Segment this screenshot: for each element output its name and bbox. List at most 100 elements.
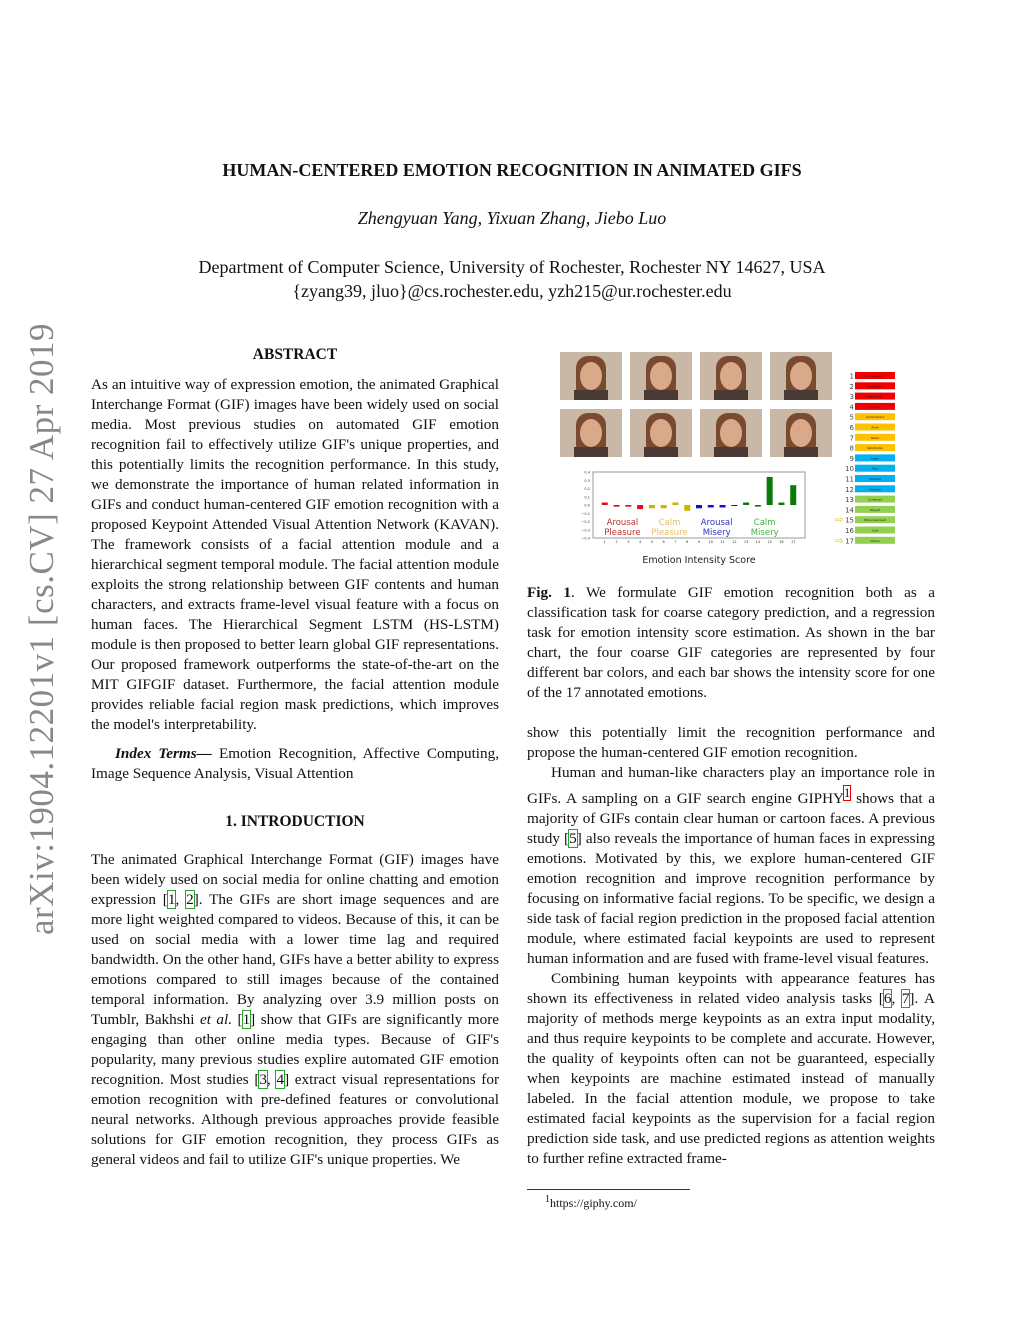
emotion-number: 11 xyxy=(845,476,854,484)
emotion-number: 8 xyxy=(850,445,854,453)
gif-frame-shirt xyxy=(644,447,678,457)
group-label: Arousal xyxy=(607,518,639,528)
citation-link[interactable]: 3 xyxy=(258,1070,268,1089)
figure-1: 0.40.30.20.10.0−0.1−0.2−0.3−0.41 2 3 4 5 6 7 8 9… xyxy=(560,352,895,566)
abstract-heading: ABSTRACT xyxy=(252,346,338,363)
intro-paragraph-3: Human and human-like characters play an … xyxy=(527,764,935,968)
emotion-swatch xyxy=(855,382,895,390)
x-tick-label: 16 xyxy=(779,540,783,544)
emotion-label: Pride xyxy=(871,426,878,430)
gif-frame-face xyxy=(650,362,672,390)
emotion-swatch xyxy=(855,505,895,513)
bar xyxy=(731,505,738,506)
bar xyxy=(672,502,679,505)
footnote-link[interactable]: 1 xyxy=(842,785,852,801)
gif-frame-face xyxy=(790,362,812,390)
group-label: Pleasure xyxy=(651,528,687,538)
emotion-number: 2 xyxy=(850,383,854,391)
group-label: Misery xyxy=(751,528,779,538)
emotion-label: Embarrassment xyxy=(864,518,887,522)
citation-link[interactable]: 1 xyxy=(241,1010,252,1029)
gif-frame-face xyxy=(650,419,672,447)
x-tick-label: 4 xyxy=(639,540,642,544)
affiliation-block: Department of Computer Science, Universi… xyxy=(0,255,1024,303)
emotion-number: 13 xyxy=(845,496,854,504)
bar xyxy=(660,505,667,509)
emotion-swatch xyxy=(855,402,895,410)
emotion-number: 1 xyxy=(850,373,854,381)
emotion-number: 15 xyxy=(845,517,854,525)
y-tick-label: −0.1 xyxy=(582,512,591,516)
y-tick-label: 0.4 xyxy=(584,471,590,475)
footnote-url[interactable]: https://giphy.com/ xyxy=(550,1196,637,1210)
emotion-swatch xyxy=(855,454,895,462)
index-terms: Index Terms— Emotion Recognition, Affect… xyxy=(91,744,499,784)
intro-paragraph-2: show this potentially limit the recognit… xyxy=(527,724,935,761)
footnote: 1https://giphy.com/ xyxy=(545,1194,637,1210)
right-column: Fig. 1. We formulate GIF emotion recogni… xyxy=(527,583,935,1169)
emotion-number: 3 xyxy=(850,393,854,401)
footnote-rule xyxy=(527,1189,690,1190)
left-column: ABSTRACT As an intuitive way of expressi… xyxy=(91,345,499,1170)
emotion-label: Satisfaction xyxy=(867,446,884,450)
citation-link[interactable]: 4 xyxy=(275,1070,286,1089)
intro-heading: 1. INTRODUCTION xyxy=(225,813,365,830)
x-tick-label: 14 xyxy=(756,540,761,544)
x-tick-label: 13 xyxy=(744,540,748,544)
citation-link[interactable]: 6 xyxy=(882,989,893,1009)
x-axis-label: Emotion Intensity Score xyxy=(642,555,755,566)
emotion-number: 16 xyxy=(845,527,854,535)
group-label: Arousal xyxy=(701,518,733,528)
x-tick-label: 3 xyxy=(627,540,629,544)
emotion-swatch xyxy=(855,392,895,400)
bar xyxy=(778,502,785,505)
emotion-swatch xyxy=(855,423,895,431)
emotion-number: 7 xyxy=(850,434,854,442)
affiliation: Department of Computer Science, Universi… xyxy=(198,257,826,277)
group-label: Pleasure xyxy=(604,528,640,538)
gif-frame-shirt xyxy=(714,447,748,457)
abstract-text: As an intuitive way of expression emotio… xyxy=(91,376,499,733)
paper-title: HUMAN-CENTERED EMOTION RECOGNITION IN AN… xyxy=(222,160,802,180)
citation-link[interactable]: 7 xyxy=(900,989,911,1009)
emotion-label: Shame xyxy=(870,539,880,543)
x-tick-label: 5 xyxy=(651,540,653,544)
emotion-swatch xyxy=(855,444,895,452)
gif-frame-shirt xyxy=(574,447,608,457)
emotion-label: Amusement xyxy=(867,374,885,378)
x-tick-label: 12 xyxy=(732,540,736,544)
citation-link[interactable]: 1 xyxy=(166,890,177,909)
bar xyxy=(766,476,773,505)
x-tick-label: 10 xyxy=(709,540,713,544)
gif-frame-face xyxy=(580,419,602,447)
emotion-number: 5 xyxy=(850,414,854,422)
emotion-number: 10 xyxy=(845,465,854,473)
citation-link[interactable]: 2 xyxy=(185,890,195,909)
emotion-number: 14 xyxy=(845,506,854,514)
arrow-icon: ⇨ xyxy=(835,515,843,526)
y-tick-label: −0.3 xyxy=(582,528,591,532)
x-tick-label: 2 xyxy=(615,540,617,544)
citation-link[interactable]: 5 xyxy=(568,829,578,849)
emotion-label: Happiness xyxy=(868,395,883,399)
emotion-number: 4 xyxy=(850,403,855,411)
arrow-icon: ⇨ xyxy=(835,536,843,547)
gif-frame-face xyxy=(790,419,812,447)
bar xyxy=(684,505,691,511)
emotion-label: Anger xyxy=(871,456,880,460)
gif-frame-shirt xyxy=(714,390,748,400)
gif-frame-shirt xyxy=(784,447,818,457)
emotion-label: Disgust xyxy=(870,508,881,512)
bar xyxy=(790,485,797,505)
emotion-swatch xyxy=(855,464,895,472)
authors: Zhengyuan Yang, Yixuan Zhang, Jiebo Luo xyxy=(357,208,667,228)
emotion-label: Sadness xyxy=(869,477,881,481)
bar xyxy=(613,505,620,507)
emotion-swatch xyxy=(855,516,895,524)
bar xyxy=(648,505,655,509)
x-tick-label: 1 xyxy=(604,540,606,544)
gif-frame-shirt xyxy=(784,390,818,400)
bar xyxy=(743,502,750,505)
x-tick-label: 6 xyxy=(663,540,665,544)
y-tick-label: 0.2 xyxy=(584,487,590,491)
